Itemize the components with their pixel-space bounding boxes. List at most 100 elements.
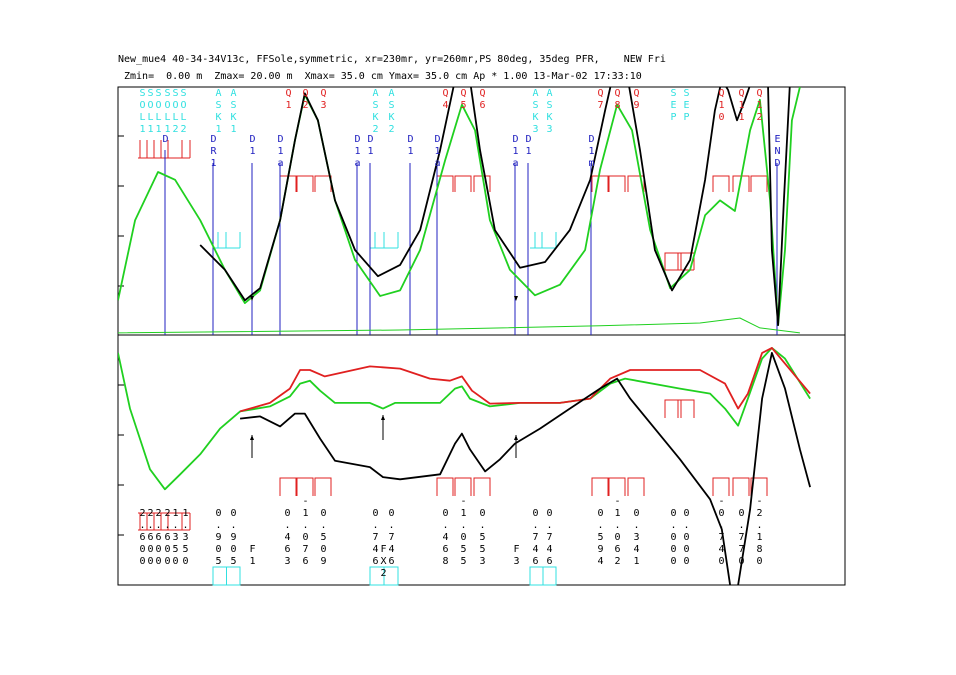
element-label: ASK2 — [386, 88, 397, 136]
sep-box-bottom — [664, 399, 682, 418]
strength-label: -1.062 — [612, 496, 623, 568]
element-label: SOL1 — [145, 88, 156, 136]
arrow-down-icon — [514, 296, 518, 301]
strength-label: 0.905 — [228, 496, 239, 568]
drift-label: D1a — [275, 134, 286, 170]
quad-box-top — [608, 175, 626, 192]
solenoid-box-bottom — [138, 512, 191, 531]
quad-box-bottom — [296, 477, 314, 496]
element-label: SOL1 — [153, 88, 164, 136]
quad-box-bottom — [314, 477, 332, 496]
quad-box-top — [750, 175, 768, 192]
strength-label: -0.740 — [716, 496, 727, 568]
bottom-series-green-line — [118, 346, 811, 491]
element-label: SEP — [681, 88, 692, 124]
plot-frame — [117, 86, 846, 586]
element-label: Q12 — [754, 88, 765, 124]
strength-label: FX2 — [378, 496, 389, 580]
top-series-green-line — [118, 317, 800, 334]
strength-label: 0.770 — [736, 496, 747, 568]
strength-label: 0.553 — [477, 496, 488, 568]
top-panel-curves — [118, 87, 801, 334]
bottom-series-black-line — [737, 351, 811, 585]
element-label: Q9 — [631, 88, 642, 112]
element-label: Q2 — [300, 88, 311, 112]
strength-label: 2.600 — [153, 496, 164, 568]
quad-box-top — [627, 175, 645, 192]
drift-label: END — [772, 134, 783, 170]
drift-label: DR1 — [208, 134, 219, 170]
element-label: ASK1 — [228, 88, 239, 136]
element-label: Q5 — [458, 88, 469, 112]
sep-box-top — [677, 252, 695, 270]
top-series-green-line — [118, 87, 801, 327]
strength-label: 1.350 — [180, 496, 191, 568]
skew-box-top — [213, 232, 241, 249]
arrow-down-icon — [250, 296, 254, 301]
bottom-panel-curves — [118, 346, 811, 585]
element-label: Q11 — [736, 88, 747, 124]
element-label: Q7 — [595, 88, 606, 112]
quad-box-bottom — [591, 477, 609, 496]
drift-label: D1 — [523, 134, 534, 158]
header-line-1: New_mue4 40-34-34V13c, FFSole,symmetric,… — [118, 54, 666, 65]
drift-label: D1m — [586, 134, 597, 170]
element-label: ASK1 — [213, 88, 224, 136]
strength-label: 0.905 — [213, 496, 224, 568]
strength-label: 0.746 — [530, 496, 541, 568]
quad-box-top — [712, 175, 730, 192]
strength-label: 0.746 — [370, 496, 381, 568]
drift-label: D1 — [405, 134, 416, 158]
strength-label: 0.000 — [668, 496, 679, 568]
drift-label: D1a — [432, 134, 443, 170]
bottom-series-black-line — [240, 377, 731, 585]
quad-box-bottom — [473, 477, 491, 496]
quad-box-top — [591, 175, 609, 192]
strength-label: 0.463 — [282, 496, 293, 568]
element-label: ASK3 — [530, 88, 541, 136]
element-label: Q10 — [716, 88, 727, 124]
bottom-series-red-line — [239, 346, 811, 413]
sep-box-top — [664, 252, 682, 270]
element-boxes — [138, 140, 768, 586]
drift-label: D1 — [365, 134, 376, 158]
arrow-up-icon — [250, 435, 254, 440]
arrows — [250, 296, 518, 458]
skew-box-top — [530, 232, 557, 249]
quad-box-top — [314, 175, 332, 192]
element-label: SOL1 — [162, 88, 173, 136]
strength-label: 1.350 — [170, 496, 181, 568]
strength-label: -2.180 — [754, 496, 765, 568]
quad-box-bottom — [732, 477, 750, 496]
quad-box-bottom — [750, 477, 768, 496]
element-label: SEP — [668, 88, 679, 124]
strength-label: -1.055 — [458, 496, 469, 568]
element-label: Q8 — [612, 88, 623, 112]
strength-label: F3 — [511, 496, 522, 568]
strength-label: 0.594 — [595, 496, 606, 568]
solenoid-box-top — [138, 140, 191, 159]
element-label: SOL2 — [170, 88, 181, 136]
strength-label: -1.076 — [300, 496, 311, 568]
strength-label: 0.000 — [681, 496, 692, 568]
element-label: ASK2 — [370, 88, 381, 136]
quad-box-bottom — [279, 477, 297, 496]
quad-box-bottom — [454, 477, 472, 496]
top-series-black-line — [199, 87, 791, 327]
element-label: SOL1 — [137, 88, 148, 136]
element-label: SOL2 — [178, 88, 189, 136]
quad-box-top — [296, 175, 314, 192]
element-label: ASK3 — [544, 88, 555, 136]
element-label: Q6 — [477, 88, 488, 112]
drift-label: D1a — [352, 134, 363, 170]
drift-label: D — [160, 134, 171, 146]
quad-box-top — [454, 175, 472, 192]
drift-label: D1a — [510, 134, 521, 170]
quad-box-bottom — [627, 477, 645, 496]
quad-box-bottom — [608, 477, 626, 496]
arrow-up-icon — [381, 415, 385, 420]
strength-label: 0.746 — [386, 496, 397, 568]
skew-box-top — [370, 232, 399, 249]
element-label: Q4 — [440, 88, 451, 112]
